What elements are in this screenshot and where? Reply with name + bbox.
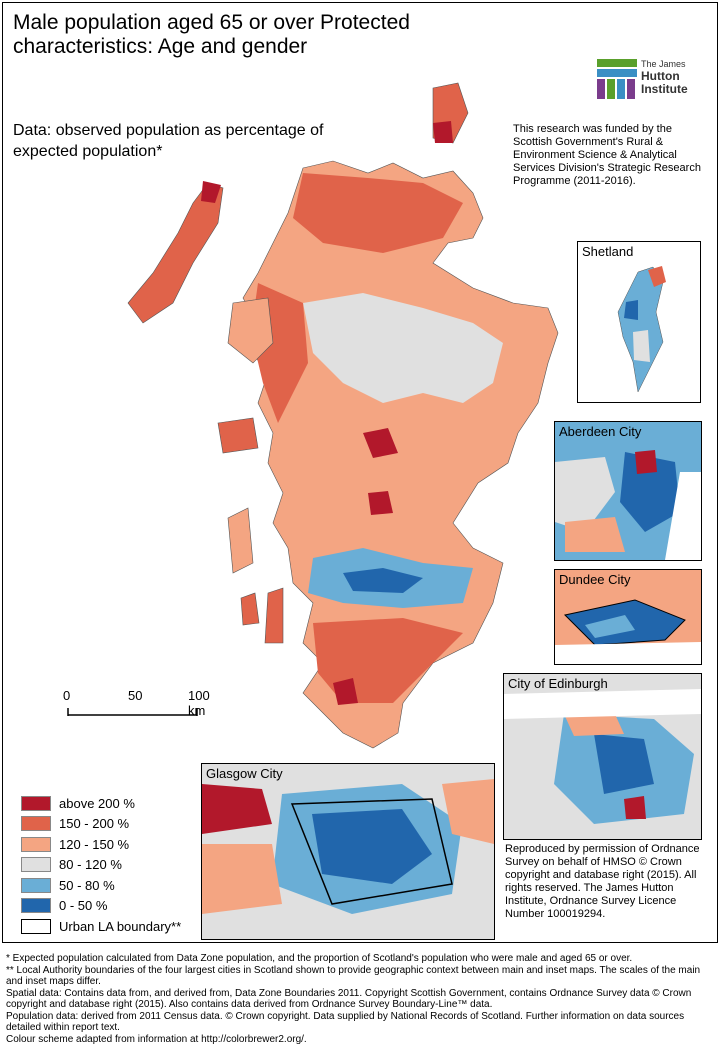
legend-item: 0 - 50 %: [21, 896, 201, 917]
scotland-map: [127, 82, 559, 749]
logo-text: The James Hutton Institute: [641, 59, 688, 96]
legend-swatch: [21, 918, 51, 934]
scale-bar: 0 50 100 km: [63, 688, 223, 728]
legend-swatch: [21, 836, 51, 852]
highlands-region: [303, 293, 503, 403]
inset-label-aberdeen: Aberdeen City: [559, 424, 642, 439]
legend: above 200 % 150 - 200 % 120 - 150 % 80 -…: [21, 793, 201, 937]
map-frame: Male population aged 65 or over Protecte…: [2, 2, 718, 943]
footnotes: * Expected population calculated from Da…: [6, 953, 718, 1045]
red-patch-2: [368, 491, 393, 515]
inset-aberdeen: Aberdeen City: [554, 421, 702, 561]
skye: [227, 297, 274, 364]
glasgow-map: [202, 764, 494, 939]
legend-swatch: [21, 898, 51, 914]
inset-label-dundee: Dundee City: [559, 572, 631, 587]
scale-bar-line: [67, 708, 198, 716]
legend-swatch: [21, 857, 51, 873]
map-title: Male population aged 65 or over Protecte…: [13, 11, 410, 58]
legend-label: 80 - 120 %: [59, 857, 122, 873]
legend-item: 50 - 80 %: [21, 875, 201, 896]
arran: [240, 592, 260, 626]
legend-item: 150 - 200 %: [21, 814, 201, 835]
inset-edinburgh: City of Edinburgh: [503, 673, 702, 840]
james-hutton-logo: [597, 59, 637, 99]
footnote: * Expected population calculated from Da…: [6, 953, 633, 964]
inset-dundee: Dundee City: [554, 569, 702, 665]
footnote: ** Local Authority boundaries of the fou…: [6, 964, 701, 988]
legend-item: 80 - 120 %: [21, 855, 201, 876]
inset-label-glasgow: Glasgow City: [206, 766, 283, 781]
lewis-red: [201, 181, 221, 203]
footnote: Spatial data: Contains data from, and de…: [6, 987, 692, 1011]
inset-shetland: Shetland: [577, 241, 701, 403]
edinburgh-map: [504, 674, 701, 839]
legend-label: 120 - 150 %: [59, 836, 130, 852]
legend-swatch: [21, 816, 51, 832]
legend-swatch: [21, 795, 51, 811]
inset-glasgow: Glasgow City: [201, 763, 495, 940]
aberdeen-map: [555, 422, 701, 560]
os-attribution: Reproduced by permission of Ordnance Sur…: [505, 843, 700, 920]
islay-jura: [227, 507, 254, 574]
red-patch-1: [363, 428, 398, 458]
inset-label-edinburgh: City of Edinburgh: [508, 676, 608, 691]
legend-swatch: [21, 877, 51, 893]
central-dark: [343, 568, 423, 593]
logo-line-2: Hutton: [641, 69, 680, 83]
legend-label: 150 - 200 %: [59, 816, 130, 832]
legend-label: above 200 %: [59, 795, 135, 811]
scale-label-0: 0: [63, 688, 71, 703]
mull: [217, 417, 259, 454]
orkney-red: [433, 121, 453, 143]
footnote: Population data: derived from 2011 Censu…: [6, 1010, 685, 1034]
logo-line-3: Institute: [641, 82, 688, 96]
funding-statement: This research was funded by the Scottish…: [513, 123, 701, 187]
map-subtitle: Data: observed population as percentage …: [13, 122, 324, 160]
shetland-map: [617, 266, 666, 393]
scale-label-50: 50: [128, 688, 143, 703]
inset-label-shetland: Shetland: [582, 244, 634, 259]
north-region: [293, 173, 463, 253]
legend-item: Urban LA boundary**: [21, 916, 201, 937]
red-patch-3: [333, 678, 358, 705]
legend-label: 0 - 50 %: [59, 898, 108, 914]
legend-label: Urban LA boundary**: [59, 918, 182, 934]
logo-line-1: The James: [641, 59, 686, 69]
legend-label: 50 - 80 %: [59, 877, 115, 893]
kintyre: [264, 587, 284, 644]
legend-item: 120 - 150 %: [21, 834, 201, 855]
footnote: Colour scheme adapted from information a…: [6, 1033, 307, 1045]
legend-item: above 200 %: [21, 793, 201, 814]
dundee-map: [555, 570, 701, 664]
outer-hebrides: [127, 182, 224, 324]
